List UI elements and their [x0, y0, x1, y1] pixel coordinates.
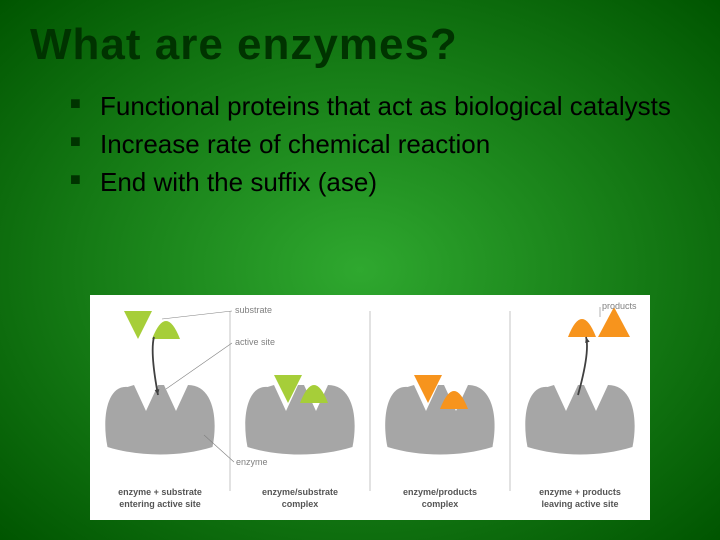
svg-text:complex: complex [422, 499, 459, 509]
svg-text:substrate: substrate [235, 305, 272, 315]
svg-text:entering active site: entering active site [119, 499, 201, 509]
svg-text:enzyme: enzyme [236, 457, 268, 467]
enzyme-diagram: enzyme + substrate entering active site en… [90, 295, 650, 520]
svg-text:complex: complex [282, 499, 319, 509]
svg-text:products: products [602, 301, 637, 311]
bullet-item: Functional proteins that act as biologic… [70, 90, 690, 124]
bullet-list: Functional proteins that act as biologic… [30, 90, 690, 199]
slide: What are enzymes? Functional proteins th… [0, 0, 720, 540]
svg-text:enzyme/substrate: enzyme/substrate [262, 487, 338, 497]
svg-text:leaving active site: leaving active site [541, 499, 618, 509]
diagram-svg: enzyme + substrate entering active site en… [90, 295, 650, 520]
bullet-item: Increase rate of chemical reaction [70, 128, 690, 162]
svg-text:active site: active site [235, 337, 275, 347]
svg-text:enzyme/products: enzyme/products [403, 487, 477, 497]
svg-text:enzyme + products: enzyme + products [539, 487, 621, 497]
page-title: What are enzymes? [30, 20, 690, 70]
bullet-item: End with the suffix (ase) [70, 166, 690, 200]
svg-text:enzyme + substrate: enzyme + substrate [118, 487, 202, 497]
